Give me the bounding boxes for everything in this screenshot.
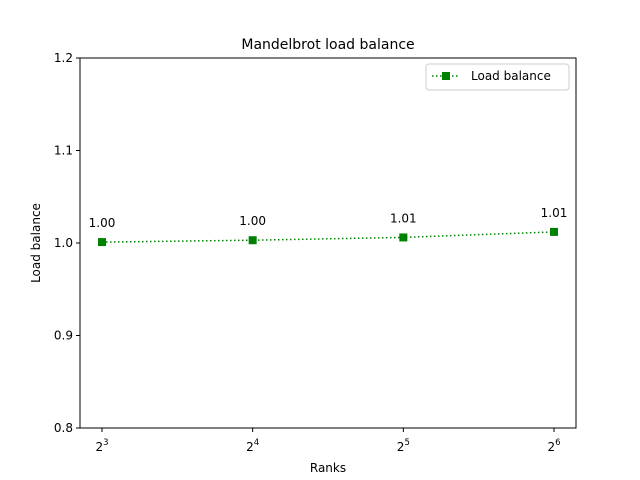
data-point-marker <box>248 236 257 245</box>
x-tick-label: 26 <box>547 438 560 454</box>
y-tick-label: 0.8 <box>54 421 73 435</box>
x-tick-base: 2 <box>547 440 555 454</box>
x-tick-base: 2 <box>397 440 405 454</box>
data-point-marker <box>399 233 408 242</box>
legend-marker <box>442 72 450 80</box>
x-tick-base: 2 <box>246 440 254 454</box>
x-tick-label: 24 <box>246 438 259 454</box>
x-tick-base: 2 <box>95 440 103 454</box>
series-layer: 1.00 1.00 1.01 1.01 <box>89 206 568 247</box>
plot-frame <box>79 57 577 429</box>
x-axis-label: Ranks <box>310 461 346 475</box>
x-tick-exponent: 5 <box>404 438 409 448</box>
y-tick-label: 1.0 <box>54 236 73 250</box>
x-tick-exponent: 3 <box>103 438 108 448</box>
x-tick-exponent: 6 <box>555 438 560 448</box>
data-label: 1.01 <box>541 206 568 220</box>
x-tick-exponent: 4 <box>254 438 259 448</box>
y-tick-label: 1.2 <box>54 51 73 65</box>
y-tick-label: 0.9 <box>54 329 73 343</box>
data-point-marker <box>98 238 106 247</box>
y-tick-label: 1.1 <box>54 144 73 158</box>
legend: Load balance <box>425 63 570 91</box>
chart-title: Mandelbrot load balance <box>241 37 414 53</box>
data-label: 1.01 <box>390 211 417 225</box>
legend-box <box>425 63 570 91</box>
series-line <box>101 231 555 243</box>
y-axis-label: Load balance <box>29 203 43 283</box>
data-label: 1.00 <box>89 216 116 230</box>
legend-label: Load balance <box>471 69 551 83</box>
data-label: 1.00 <box>239 214 266 228</box>
data-point-marker <box>550 227 558 236</box>
x-tick-label: 25 <box>397 438 410 454</box>
y-axis: 0.8 0.9 1.0 1.1 1.2 <box>54 51 80 435</box>
x-axis: 23 24 25 26 <box>95 428 561 454</box>
x-tick-label: 23 <box>95 438 108 454</box>
